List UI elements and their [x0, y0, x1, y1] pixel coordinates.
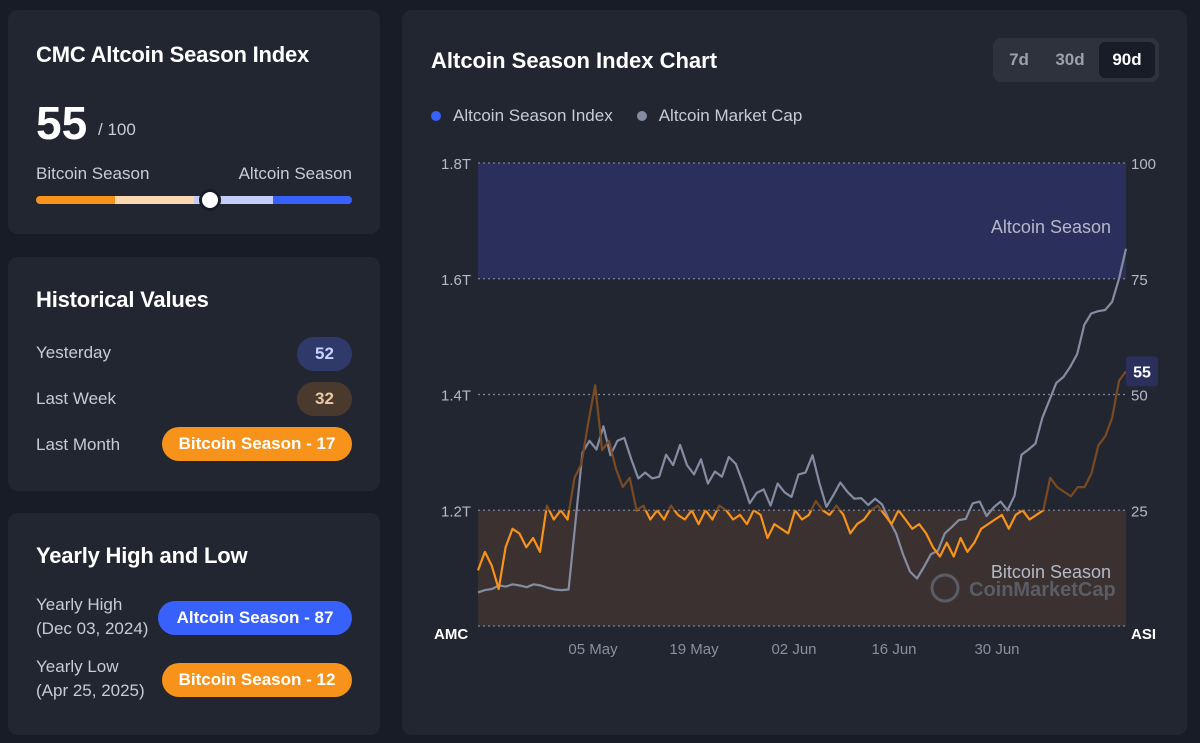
left-axis-tick: 1.6T: [441, 272, 471, 289]
right-axis-tick: 25: [1131, 503, 1148, 520]
zone-bitcoin-season: [478, 510, 1126, 626]
left-axis-tick: 1.2T: [441, 503, 471, 520]
current-value-badge-text: 55: [1133, 364, 1151, 381]
right-axis-title: ASI: [1131, 626, 1156, 643]
card-title: Historical Values: [36, 287, 209, 312]
gauge-altcoin-light-segment: [194, 196, 273, 204]
series-line-altcoin-market-cap: [477, 248, 1128, 594]
index-max: / 100: [98, 120, 136, 139]
x-axis-tick: 05 May: [568, 641, 618, 658]
series-line-altcoin-season-index: [545, 370, 1127, 511]
legend-dot-icon: [431, 111, 441, 121]
x-axis-tick: 19 May: [669, 641, 719, 658]
yearly-high-date: (Dec 03, 2024): [36, 619, 149, 638]
legend-item-index[interactable]: Altcoin Season Index: [431, 106, 613, 126]
card-title: Yearly High and Low: [36, 543, 248, 568]
historical-values-card: Historical Values Yesterday 52 Last Week…: [8, 257, 380, 491]
gauge-altcoin-segment: [273, 196, 352, 204]
altcoin-season-zone-label: Altcoin Season: [991, 217, 1111, 237]
left-axis-title: AMC: [434, 626, 468, 643]
last-week-label: Last Week: [36, 389, 117, 408]
x-axis-tick: 02 Jun: [771, 641, 816, 658]
yesterday-value: 52: [297, 337, 352, 371]
coinmarketcap-logo-icon: [930, 573, 960, 603]
last-week-value: 32: [297, 382, 352, 416]
range-selector: 7d 30d 90d: [993, 38, 1159, 82]
range-7d-button[interactable]: 7d: [1009, 50, 1029, 69]
zone-altcoin-season: [478, 163, 1126, 279]
legend-dot-icon: [636, 111, 647, 121]
x-axis-tick: 16 Jun: [871, 641, 916, 658]
card-title: CMC Altcoin Season Index: [36, 42, 310, 67]
yearly-high-low-card: Yearly High and Low Yearly High (Dec 03,…: [8, 513, 380, 735]
season-gauge: [36, 189, 352, 211]
yearly-low-date: (Apr 25, 2025): [36, 681, 145, 700]
range-30d-button[interactable]: 30d: [1055, 50, 1085, 69]
legend-label: Altcoin Market Cap: [658, 106, 803, 125]
yearly-low-text: Yearly Low: [36, 657, 119, 676]
watermark: CoinMarketCap: [969, 579, 1116, 601]
left-axis-tick: 1.4T: [441, 388, 471, 405]
bitcoin-season-zone-label: Bitcoin Season: [991, 562, 1111, 582]
left-axis-tick: 1.8T: [441, 156, 471, 173]
chart-legend: Altcoin Season Index Altcoin Market Cap: [431, 106, 826, 126]
yesterday-label: Yesterday: [36, 343, 111, 362]
chart-title: Altcoin Season Index Chart: [431, 48, 718, 73]
yearly-high-label: Yearly High (Dec 03, 2024): [36, 593, 148, 641]
gauge-bitcoin-segment: [36, 196, 115, 204]
yearly-high-value: Altcoin Season - 87: [158, 601, 352, 635]
legend-item-market-cap[interactable]: Altcoin Market Cap: [636, 106, 803, 126]
current-value-badge: [1126, 356, 1158, 387]
yearly-low-value: Bitcoin Season - 12: [162, 663, 352, 697]
chart-plot: Altcoin Season Bitcoin SeasonCoinMarketCa…: [434, 156, 1158, 658]
altcoin-season-label: Altcoin Season: [238, 164, 352, 183]
chart-card: Altcoin Season Index Chart 7d 30d 90d Al…: [402, 10, 1187, 735]
last-month-label: Last Month: [36, 435, 121, 454]
range-90d-button[interactable]: 90d: [1099, 42, 1155, 78]
right-axis-tick: 75: [1131, 272, 1148, 289]
altcoin-index-card: CMC Altcoin Season Index 55 / 100 Bitcoi…: [8, 10, 380, 234]
last-month-value: Bitcoin Season - 17: [162, 427, 352, 461]
bitcoin-season-label: Bitcoin Season: [36, 164, 150, 183]
index-value: 55: [36, 97, 88, 149]
x-axis-tick: 30 Jun: [974, 641, 1019, 658]
right-axis-tick: 100: [1131, 156, 1156, 173]
gauge-knob: [198, 189, 221, 211]
legend-label: Altcoin Season Index: [453, 106, 613, 125]
yearly-low-label: Yearly Low (Apr 25, 2025): [36, 655, 145, 703]
gauge-bitcoin-light-segment: [115, 196, 194, 204]
yearly-high-text: Yearly High: [36, 595, 123, 614]
right-axis-tick: 50: [1131, 388, 1148, 405]
series-line-altcoin-season-index: [476, 510, 1045, 591]
